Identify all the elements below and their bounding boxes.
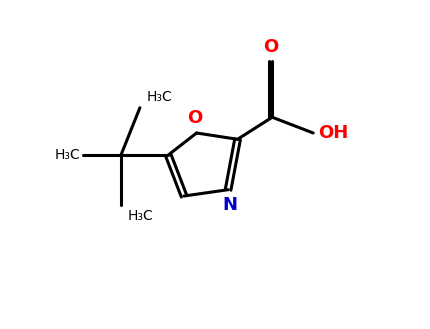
Text: O: O <box>262 38 278 56</box>
Text: H₃C: H₃C <box>146 90 172 104</box>
Text: OH: OH <box>317 124 347 142</box>
Text: O: O <box>187 109 202 127</box>
Text: N: N <box>221 196 237 214</box>
Text: H₃C: H₃C <box>54 148 80 162</box>
Text: H₃C: H₃C <box>127 209 153 223</box>
